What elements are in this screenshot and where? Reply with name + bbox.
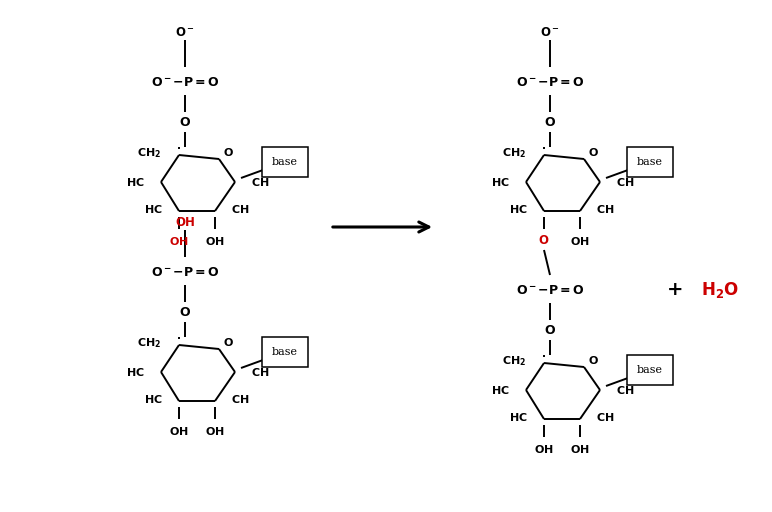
Text: $\bf{HC}$: $\bf{HC}$ bbox=[127, 176, 145, 188]
Text: $\bf{O^-{-}P{=}O}$: $\bf{O^-{-}P{=}O}$ bbox=[516, 75, 584, 89]
Text: $\bf{O^-}$: $\bf{O^-}$ bbox=[540, 26, 560, 38]
Text: base: base bbox=[637, 365, 663, 375]
Text: $\bf{CH}$: $\bf{CH}$ bbox=[231, 203, 249, 215]
Text: $\bf{O^-}$: $\bf{O^-}$ bbox=[175, 26, 195, 38]
Text: $\bf{O}$: $\bf{O}$ bbox=[223, 146, 234, 158]
Text: $\bf{CH_2}$: $\bf{CH_2}$ bbox=[137, 336, 161, 350]
FancyBboxPatch shape bbox=[627, 355, 673, 385]
Text: $\bf{OH}$: $\bf{OH}$ bbox=[571, 235, 590, 247]
Text: $\bf{CH}$: $\bf{CH}$ bbox=[616, 176, 635, 188]
FancyBboxPatch shape bbox=[627, 147, 673, 177]
Text: $\bf{HC}$: $\bf{HC}$ bbox=[144, 203, 163, 215]
Text: $\bf{OH}$: $\bf{OH}$ bbox=[169, 425, 189, 437]
Text: $\bf{H_2O}$: $\bf{H_2O}$ bbox=[701, 280, 739, 300]
Text: $\bf{O}$: $\bf{O}$ bbox=[544, 116, 556, 129]
FancyBboxPatch shape bbox=[262, 337, 308, 367]
Text: $\bf{OH}$: $\bf{OH}$ bbox=[205, 425, 225, 437]
Text: base: base bbox=[272, 347, 298, 357]
Text: $\bf{OH}$: $\bf{OH}$ bbox=[205, 235, 225, 247]
Text: $\bf{OH}$: $\bf{OH}$ bbox=[571, 443, 590, 455]
Text: $\bf{HC}$: $\bf{HC}$ bbox=[510, 411, 528, 423]
Text: +: + bbox=[667, 281, 683, 299]
Text: $\bf{O^-{-}P{=}O}$: $\bf{O^-{-}P{=}O}$ bbox=[151, 75, 219, 89]
FancyBboxPatch shape bbox=[262, 147, 308, 177]
Text: $\bf{OH}$: $\bf{OH}$ bbox=[534, 443, 554, 455]
Text: $\bf{CH}$: $\bf{CH}$ bbox=[616, 384, 635, 396]
Text: $\bf{O}$: $\bf{O}$ bbox=[179, 306, 191, 318]
Text: base: base bbox=[272, 157, 298, 167]
Text: $\bf{CH}$: $\bf{CH}$ bbox=[251, 366, 269, 378]
Text: $\bf{HC}$: $\bf{HC}$ bbox=[491, 384, 510, 396]
Text: $\bf{O^-{-}P{=}O}$: $\bf{O^-{-}P{=}O}$ bbox=[151, 266, 219, 279]
Text: $\bf{CH_2}$: $\bf{CH_2}$ bbox=[502, 146, 526, 160]
Text: $\bf{CH}$: $\bf{CH}$ bbox=[251, 176, 269, 188]
Text: base: base bbox=[637, 157, 663, 167]
Text: $\bf{HC}$: $\bf{HC}$ bbox=[510, 203, 528, 215]
Text: $\bf{OH}$: $\bf{OH}$ bbox=[174, 216, 195, 228]
Text: $\bf{O}$: $\bf{O}$ bbox=[544, 324, 556, 336]
Text: $\bf{O}$: $\bf{O}$ bbox=[538, 233, 550, 246]
Text: $\bf{O}$: $\bf{O}$ bbox=[179, 116, 191, 129]
Text: $\bf{CH_2}$: $\bf{CH_2}$ bbox=[137, 146, 161, 160]
Text: $\bf{O}$: $\bf{O}$ bbox=[588, 354, 599, 366]
Text: $\bf{HC}$: $\bf{HC}$ bbox=[127, 366, 145, 378]
Text: $\bf{HC}$: $\bf{HC}$ bbox=[144, 393, 163, 405]
Text: $\bf{CH}$: $\bf{CH}$ bbox=[596, 203, 615, 215]
Text: $\bf{O}$: $\bf{O}$ bbox=[588, 146, 599, 158]
Text: $\bf{O}$: $\bf{O}$ bbox=[223, 336, 234, 348]
Text: $\bf{O^-{-}P{=}O}$: $\bf{O^-{-}P{=}O}$ bbox=[516, 284, 584, 296]
Text: $\bf{HC}$: $\bf{HC}$ bbox=[491, 176, 510, 188]
Text: $\bf{OH}$: $\bf{OH}$ bbox=[169, 235, 189, 247]
Text: $\bf{CH}$: $\bf{CH}$ bbox=[231, 393, 249, 405]
Text: $\bf{CH_2}$: $\bf{CH_2}$ bbox=[502, 354, 526, 368]
Text: $\bf{CH}$: $\bf{CH}$ bbox=[596, 411, 615, 423]
